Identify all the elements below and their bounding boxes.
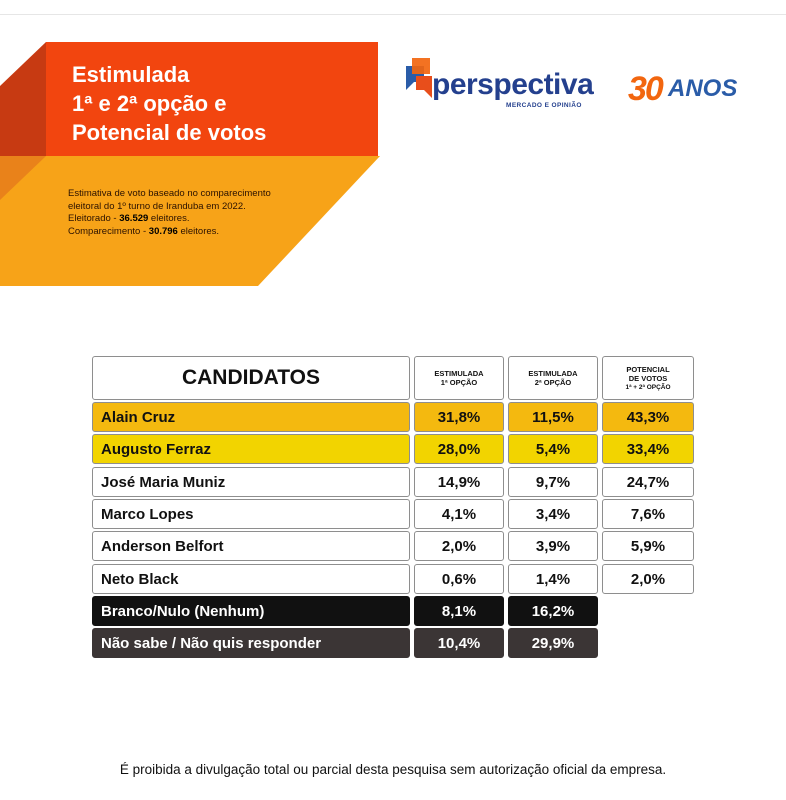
header-lower-shadow [0, 156, 46, 200]
column-header-line: 1ª + 2ª OPÇÃO [625, 383, 671, 391]
title-line-3: Potencial de votos [72, 120, 267, 145]
desc-line-4: Comparecimento - 30.796 eleitores. [68, 226, 348, 239]
electorate-label: Eleitorado - [68, 213, 120, 224]
candidate-name: Alain Cruz [92, 402, 410, 432]
anos-word: ANOS [668, 75, 738, 102]
electorate-value: 36.529 [119, 213, 149, 224]
column-header-1: ESTIMULADA 1ª OPÇÃO [414, 356, 504, 400]
speech-bubbles-icon [406, 58, 432, 98]
column-header-line: POTENCIAL [626, 364, 670, 374]
header-description: Estimativa de voto baseado no comparecim… [68, 188, 348, 238]
value-cell-first: 8,1% [414, 596, 504, 626]
footer-disclaimer: É proibida a divulgação total ou parcial… [119, 762, 667, 777]
candidate-name: Anderson Belfort [92, 531, 410, 561]
desc-line-2: eleitoral do 1º turno de Iranduba em 202… [68, 200, 246, 212]
value-cell-second: 11,5% [508, 402, 598, 432]
value-cell-potential: 24,7% [602, 467, 694, 497]
desc-line-3: Eleitorado - 36.529 eleitores. [68, 213, 348, 226]
candidate-name: Neto Black [92, 564, 410, 594]
column-header-3: POTENCIAL DE VOTOS 1ª + 2ª OPÇÃO [602, 356, 694, 400]
value-cell-first: 14,9% [414, 467, 504, 497]
value-cell-potential: 7,6% [602, 499, 694, 529]
value-cell-second: 9,7% [508, 467, 598, 497]
value-cell-potential: 43,3% [602, 402, 694, 432]
candidate-name: Marco Lopes [92, 499, 410, 529]
value-cell-second: 3,4% [508, 499, 598, 529]
column-header-line: CANDIDATOS [181, 366, 321, 389]
anos-number: 30 [628, 70, 664, 108]
value-cell-second: 5,4% [508, 434, 598, 464]
header-title-box: Estimulada 1ª e 2ª opção e Potencial de … [46, 42, 378, 156]
top-divider [0, 14, 786, 15]
candidate-name: José Maria Muniz [92, 467, 410, 497]
turnout-suffix: eleitores. [177, 225, 220, 237]
value-cell-potential: 33,4% [602, 434, 694, 464]
value-cell-second: 29,9% [508, 628, 598, 658]
column-header-line: DE VOTOS [628, 373, 668, 383]
column-header-line: 1ª OPÇÃO [440, 378, 478, 387]
perspectiva-logo: perspectiva MERCADO E OPINIÃO [404, 54, 604, 114]
candidate-name: Augusto Ferraz [92, 434, 410, 464]
electorate-suffix: eleitores. [148, 213, 190, 224]
value-cell-first: 31,8% [414, 402, 504, 432]
value-cell-first: 2,0% [414, 531, 504, 561]
value-cell-second: 3,9% [508, 531, 598, 561]
30-anos-badge: 30 ANOS [628, 70, 768, 110]
title-line-1: Estimulada [72, 62, 190, 87]
title-line-2: 1ª e 2ª opção e [72, 91, 227, 116]
value-cell-first: 4,1% [414, 499, 504, 529]
desc-line-1: Estimativa de voto baseado no comparecim… [68, 188, 271, 199]
value-cell-potential: 5,9% [602, 531, 694, 561]
page-title: Estimulada 1ª e 2ª opção e Potencial de … [72, 60, 266, 147]
value-cell-potential: 2,0% [602, 564, 694, 594]
column-header-2: ESTIMULADA 2ª OPÇÃO [508, 356, 598, 400]
value-cell-first: 28,0% [414, 434, 504, 464]
logo-wordmark: perspectiva [432, 68, 594, 101]
turnout-value: 30.796 [148, 225, 178, 237]
header-left-face [0, 42, 46, 200]
value-cell-first: 10,4% [414, 628, 504, 658]
column-header-line: 2ª OPÇÃO [534, 378, 572, 387]
value-cell-first: 0,6% [414, 564, 504, 594]
turnout-label: Comparecimento - [68, 225, 149, 237]
logo-tagline: MERCADO E OPINIÃO [506, 102, 582, 109]
column-header-line: ESTIMULADA [434, 369, 484, 378]
candidate-name: Não sabe / Não quis responder [92, 628, 410, 658]
column-header-line: ESTIMULADA [528, 369, 578, 378]
candidate-name: Branco/Nulo (Nenhum) [92, 596, 410, 626]
value-cell-second: 1,4% [508, 564, 598, 594]
value-cell-second: 16,2% [508, 596, 598, 626]
header-candidatos: CANDIDATOS [92, 356, 410, 400]
